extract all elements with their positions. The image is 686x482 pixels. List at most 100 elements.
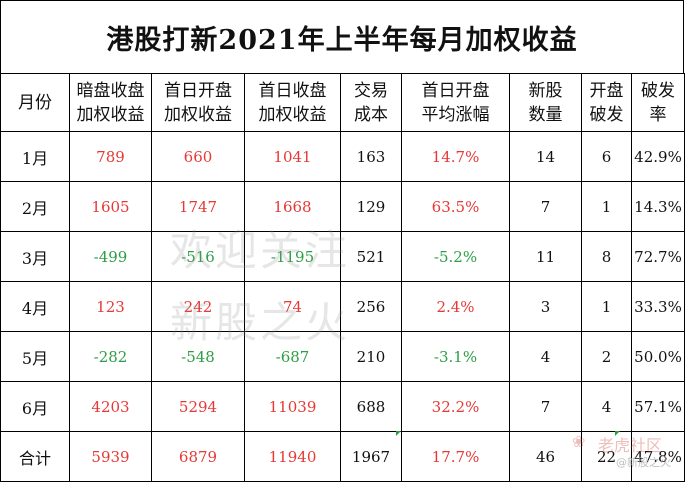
cell-month: 3月 xyxy=(0,231,70,282)
cell-avg-gain: 17.7% xyxy=(401,431,510,482)
cell-month: 合计 xyxy=(0,431,70,482)
table-row: 3月 -499 -516 -1195 521 -5.2% 11 8 72.7% xyxy=(0,231,685,282)
cell-broken-rate: 57.1% xyxy=(631,381,685,432)
monthly-returns-table: 月份 暗盘收盘 加权收益 首日开盘 加权收益 首日收盘 加权收益 交易 成本 首日开盘 平均涨幅 新股… xyxy=(0,73,685,482)
cell-avg-gain: 2.4% xyxy=(401,281,510,332)
cell-dark: 789 xyxy=(69,131,152,182)
cell-month: 4月 xyxy=(0,281,70,332)
header-ipo-count: 新股 数量 xyxy=(509,73,582,132)
cell-close: 1041 xyxy=(244,131,341,182)
cell-broken-rate: 14.3% xyxy=(631,181,685,232)
header-label-line: 加权收益 xyxy=(76,104,145,125)
header-label-line: 交易 xyxy=(354,80,388,101)
cell-count: 3 xyxy=(509,281,582,332)
table-title: 港股打新2021年上半年每月加权收益 xyxy=(106,24,578,56)
cell-marker-icon xyxy=(615,431,620,436)
cell-open: 242 xyxy=(151,281,245,332)
cell-broken: 8 xyxy=(581,231,632,282)
cell-close: 74 xyxy=(244,281,341,332)
cell-count: 4 xyxy=(509,331,582,382)
cell-dark: 123 xyxy=(69,281,152,332)
header-label-line: 破发 xyxy=(589,104,624,125)
cell-broken: 22 xyxy=(581,431,632,482)
cell-month: 1月 xyxy=(0,131,70,182)
table-row: 5月 -282 -548 -687 210 -3.1% 4 2 50.0% xyxy=(0,331,685,382)
cell-close: -687 xyxy=(244,331,341,382)
cell-broken: 6 xyxy=(581,131,632,182)
header-label-line: 暗盘收盘 xyxy=(76,80,145,101)
cell-broken-rate: 50.0% xyxy=(631,331,685,382)
cell-avg-gain: 14.7% xyxy=(401,131,510,182)
header-month: 月份 xyxy=(0,73,70,132)
header-label-line: 平均涨幅 xyxy=(421,104,490,125)
total-row: 合计 5939 6879 11940 1967 17.7% 46 22 47.8% xyxy=(0,431,685,482)
header-open-broken: 开盘 破发 xyxy=(581,73,632,132)
table-row: 4月 123 242 74 256 2.4% 3 1 33.3% xyxy=(0,281,685,332)
cell-count: 11 xyxy=(509,231,582,282)
header-label-line: 首日开盘 xyxy=(421,80,490,101)
cell-open: -548 xyxy=(151,331,245,382)
cell-avg-gain: 32.2% xyxy=(401,381,510,432)
header-first-close-return: 首日收盘 加权收益 xyxy=(244,73,341,132)
cell-avg-gain: -3.1% xyxy=(401,331,510,382)
cell-dark: -282 xyxy=(69,331,152,382)
cell-avg-gain: 63.5% xyxy=(401,181,510,232)
cell-broken: 2 xyxy=(581,331,632,382)
header-label-line: 加权收益 xyxy=(164,104,232,125)
cell-cost: 688 xyxy=(340,381,402,432)
cell-broken-rate: 42.9% xyxy=(631,131,685,182)
cell-open: 6879 xyxy=(151,431,245,482)
header-first-open-return: 首日开盘 加权收益 xyxy=(151,73,245,132)
cell-count: 7 xyxy=(509,381,582,432)
cell-marker-icon xyxy=(396,431,401,436)
cell-open: 1747 xyxy=(151,181,245,232)
header-label-line: 破发 xyxy=(641,80,675,101)
cell-broken: 1 xyxy=(581,181,632,232)
cell-close: 1668 xyxy=(244,181,341,232)
cell-broken-rate: 47.8% xyxy=(631,431,685,482)
table-row: 1月 789 660 1041 163 14.7% 14 6 42.9% xyxy=(0,131,685,182)
cell-dark: -499 xyxy=(69,231,152,282)
header-label-line: 月份 xyxy=(18,92,52,113)
cell-count: 7 xyxy=(509,181,582,232)
cell-broken-rate: 72.7% xyxy=(631,231,685,282)
cell-close: 11039 xyxy=(244,381,341,432)
cell-dark: 4203 xyxy=(69,381,152,432)
header-label-line: 成本 xyxy=(354,104,388,125)
cell-open: -516 xyxy=(151,231,245,282)
cell-broken: 4 xyxy=(581,381,632,432)
header-broken-rate: 破发率 xyxy=(631,73,685,132)
cell-dark: 1605 xyxy=(69,181,152,232)
header-trade-cost: 交易 成本 xyxy=(340,73,402,132)
cell-month: 5月 xyxy=(0,331,70,382)
table-title-row: 港股打新2021年上半年每月加权收益 xyxy=(0,0,684,74)
cell-close: -1195 xyxy=(244,231,341,282)
cell-count: 46 xyxy=(509,431,582,482)
cell-cost: 521 xyxy=(340,231,402,282)
table-row: 2月 1605 1747 1668 129 63.5% 7 1 14.3% xyxy=(0,181,685,232)
cell-count: 14 xyxy=(509,131,582,182)
cell-cost: 129 xyxy=(340,181,402,232)
cell-broken-rate: 33.3% xyxy=(631,281,685,332)
cell-cost: 256 xyxy=(340,281,402,332)
header-dark-close-return: 暗盘收盘 加权收益 xyxy=(69,73,152,132)
header-first-open-avg-gain: 首日开盘 平均涨幅 xyxy=(401,73,510,132)
cell-close: 11940 xyxy=(244,431,341,482)
cell-broken: 1 xyxy=(581,281,632,332)
cell-avg-gain: -5.2% xyxy=(401,231,510,282)
cell-cost: 1967 xyxy=(340,431,402,482)
cell-month: 2月 xyxy=(0,181,70,232)
header-row: 月份 暗盘收盘 加权收益 首日开盘 加权收益 首日收盘 加权收益 交易 成本 首日开盘 平均涨幅 新股… xyxy=(0,73,685,132)
cell-cost: 163 xyxy=(340,131,402,182)
header-label-line: 率 xyxy=(649,104,667,125)
header-label-line: 首日开盘 xyxy=(164,80,232,101)
cell-month: 6月 xyxy=(0,381,70,432)
header-label-line: 新股 xyxy=(528,80,563,101)
table-row: 6月 4203 5294 11039 688 32.2% 7 4 57.1% xyxy=(0,381,685,432)
cell-dark: 5939 xyxy=(69,431,152,482)
header-label-line: 数量 xyxy=(528,104,563,125)
header-label-line: 加权收益 xyxy=(258,104,327,125)
cell-cost: 210 xyxy=(340,331,402,382)
header-label-line: 首日收盘 xyxy=(258,80,327,101)
